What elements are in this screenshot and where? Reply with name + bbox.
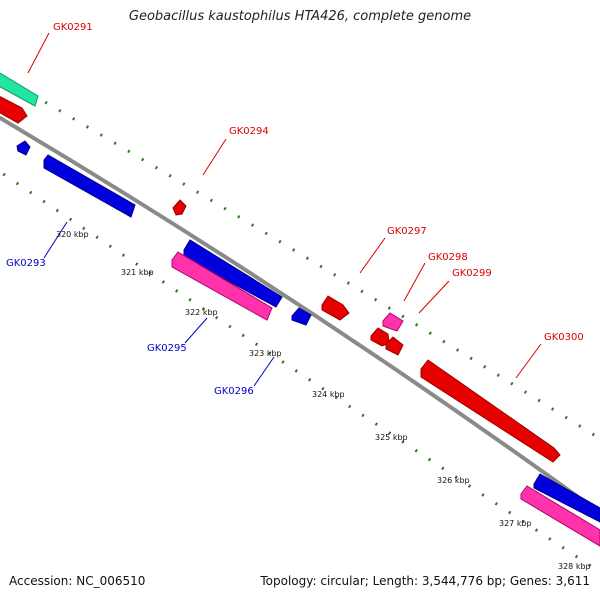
gene-label-gk0293[interactable]: GK0293 <box>6 258 46 269</box>
gene-gk0299-arrow[interactable] <box>385 336 404 356</box>
scale-label-321: 321 kbp <box>121 268 154 277</box>
inner-dotted-track <box>0 169 600 574</box>
gene-gk0291-arrow[interactable] <box>0 70 39 107</box>
scale-label-323: 323 kbp <box>249 349 282 358</box>
gene-label-gk0296[interactable]: GK0296 <box>214 386 254 397</box>
genome-summary-text: Topology: circular; Length: 3,544,776 bp… <box>260 574 590 588</box>
gene-label-gk0294[interactable]: GK0294 <box>229 126 269 137</box>
gene-gk0292-arrow[interactable] <box>0 94 28 124</box>
scale-label-324: 324 kbp <box>312 390 345 399</box>
accession-text: Accession: NC_006510 <box>9 574 146 588</box>
map-title: Geobacillus kaustophilus HTA426, complet… <box>128 9 472 24</box>
scale-label-320: 320 kbp <box>56 230 89 239</box>
scale-label-325: 325 kbp <box>375 433 408 442</box>
gene-gk0301-rna[interactable] <box>520 485 600 547</box>
label-leaders <box>27 32 542 387</box>
gene-gk0301-arrow[interactable] <box>533 473 600 523</box>
gene-label-gk0299[interactable]: GK0299 <box>452 268 492 279</box>
scale-label-327: 327 kbp <box>499 519 532 528</box>
gene-label-gk0300[interactable]: GK0300 <box>544 332 584 343</box>
scale-label-322: 322 kbp <box>185 308 218 317</box>
gene-label-gk0298[interactable]: GK0298 <box>428 252 468 263</box>
gene-gk0300-arrow[interactable] <box>420 359 561 463</box>
scale-label-326: 326 kbp <box>437 476 470 485</box>
genome-backbone <box>0 115 600 516</box>
gene-gk0295-rna[interactable] <box>171 251 273 321</box>
scale-label-328: 328 kbp <box>558 562 591 571</box>
gene-gk0293a-arrow[interactable] <box>16 140 31 156</box>
gene-gk0297-arrow[interactable] <box>321 295 350 321</box>
gene-gk0296-arrow[interactable] <box>291 307 312 326</box>
gene-gk0294-arrow[interactable] <box>172 199 187 216</box>
gene-label-gk0295[interactable]: GK0295 <box>147 343 187 354</box>
gene-gk0293-arrow[interactable] <box>43 154 136 218</box>
gene-features <box>0 70 600 547</box>
outer-dotted-track <box>0 74 600 441</box>
gene-label-gk0297[interactable]: GK0297 <box>387 226 427 237</box>
gene-label-gk0291[interactable]: GK0291 <box>53 22 93 33</box>
gene-gk0298-rna[interactable] <box>382 312 404 332</box>
